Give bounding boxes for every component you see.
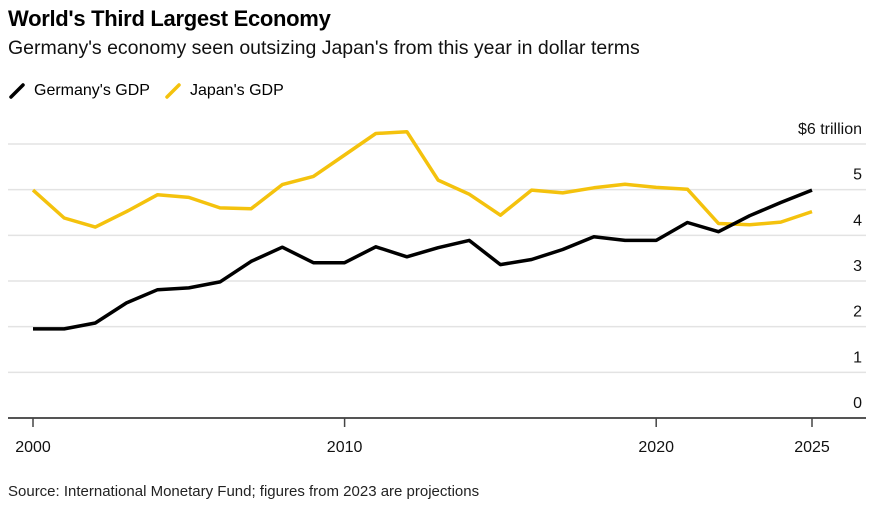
chart-subtitle: Germany's economy seen outsizing Japan's… [8,37,640,59]
series-line-germany [33,188,813,331]
legend: Germany's GDP Japan's GDP [8,82,298,100]
y-axis-labels: 0 1 2 3 4 5 $6 trillion [798,121,862,412]
y-tick-label-3: 3 [853,258,862,275]
legend-item-japan: Japan's GDP [164,82,284,100]
x-tick-label-2020: 2020 [638,439,674,456]
legend-swatch-germany-icon [9,83,25,99]
series-line-japan [31,129,813,229]
y-tick-label-6: $6 trillion [798,121,862,138]
legend-label-japan: Japan's GDP [189,82,284,99]
chart-title: World's Third Largest Economy [8,6,331,31]
legend-item-germany: Germany's GDP [8,82,150,100]
y-tick-label-2: 2 [853,304,862,321]
legend-label-germany: Germany's GDP [34,82,150,99]
x-tick-label-2025: 2025 [794,439,830,456]
y-tick-label-4: 4 [853,212,862,229]
x-axis: 2000 2010 2020 2025 [8,417,866,456]
source-note: Source: International Monetary Fund; fig… [8,483,480,500]
x-tick-label-2000: 2000 [15,439,51,456]
y-tick-label-1: 1 [853,349,862,366]
gridlines [8,143,866,374]
x-tick-label-2010: 2010 [327,439,363,456]
y-tick-label-0: 0 [853,395,862,412]
y-tick-label-5: 5 [853,167,862,184]
series-lines [31,129,813,331]
legend-swatch-japan-icon [165,83,181,99]
